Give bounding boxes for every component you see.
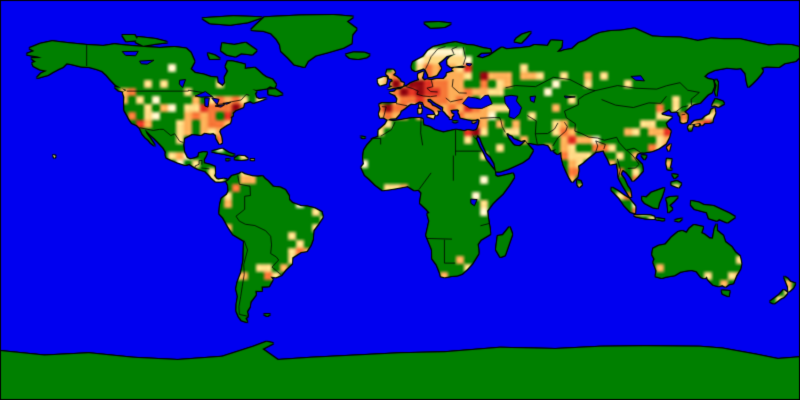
world-heatmap-canvas — [0, 0, 800, 400]
world-map — [0, 0, 800, 400]
